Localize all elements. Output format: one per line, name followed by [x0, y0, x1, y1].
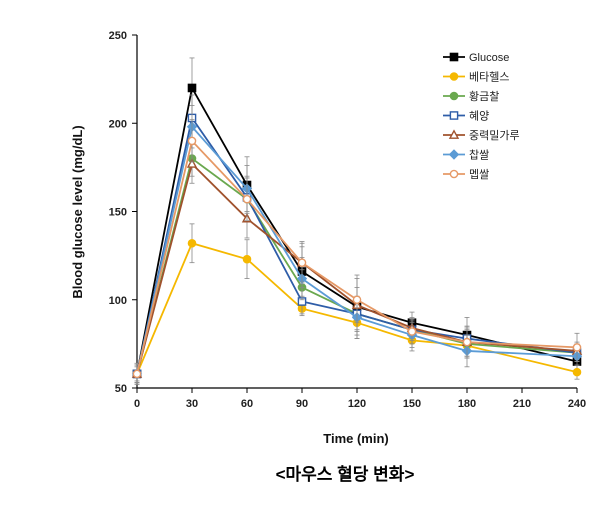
series-line	[136, 115, 578, 375]
x-tick-label: 90	[296, 398, 308, 410]
legend-item: 찹쌀	[443, 149, 489, 162]
data-point	[297, 258, 307, 267]
y-axis-title: Blood glucose level (mg/dL)	[70, 125, 85, 298]
legend-label: 찹쌀	[469, 149, 489, 162]
legend-item: 베타헬스	[443, 71, 509, 84]
data-point	[187, 83, 197, 93]
x-tick-label: 240	[568, 398, 586, 410]
legend-label: 혜양	[469, 110, 489, 123]
series-line	[136, 85, 578, 375]
x-tick-label: 180	[458, 398, 476, 410]
data-point	[242, 194, 252, 204]
x-tick-label: 150	[403, 398, 421, 410]
legend-label: 멥쌀	[469, 168, 489, 181]
series-line	[136, 124, 578, 375]
series-line	[136, 157, 578, 375]
data-point	[407, 327, 417, 336]
legend-swatch-marker	[448, 149, 460, 160]
series-6	[131, 105, 583, 384]
legend-item: 혜양	[443, 110, 489, 123]
legend-label: 베타헬스	[469, 71, 509, 84]
data-point	[462, 337, 472, 347]
data-point	[132, 369, 142, 379]
y-tick-label: 150	[109, 207, 127, 219]
data-point	[572, 343, 582, 352]
x-tick-label: 120	[348, 398, 366, 410]
legend-item: 중력밀가루	[443, 129, 520, 142]
legend-swatch-marker	[448, 129, 460, 139]
data-point	[352, 295, 362, 305]
legend-label: 황금찰	[469, 90, 499, 103]
data-point	[572, 367, 582, 377]
y-tick-label: 100	[109, 295, 127, 307]
y-tick-label: 250	[109, 30, 127, 42]
x-tick-label: 210	[513, 398, 531, 410]
x-tick-label: 30	[186, 398, 198, 410]
data-point	[187, 136, 197, 146]
y-tick-label: 200	[109, 118, 127, 130]
data-point	[186, 158, 198, 168]
data-point	[187, 238, 197, 248]
legend-swatch-marker	[449, 91, 459, 101]
legend-swatch-marker	[449, 169, 459, 179]
legend-swatch-marker	[449, 52, 459, 62]
chart-caption: <마우스 혈당 변화>	[276, 464, 415, 484]
series-line	[136, 139, 578, 375]
series-line	[136, 242, 578, 375]
data-point	[242, 254, 252, 264]
series-line	[136, 162, 578, 375]
legend-item: 황금찰	[443, 90, 499, 103]
legend-item: 멥쌀	[443, 168, 489, 181]
legend-swatch-marker	[449, 72, 459, 81]
x-tick-label: 60	[241, 398, 253, 410]
legend-label: Glucose	[469, 52, 509, 64]
legend-label: 중력밀가루	[469, 129, 520, 142]
legend-item: Glucose	[443, 52, 509, 64]
x-axis-title: Time (min)	[323, 431, 389, 446]
legend-swatch-marker	[449, 111, 459, 120]
series-7	[132, 119, 582, 384]
x-tick-label: 0	[134, 398, 140, 410]
y-tick-label: 50	[115, 383, 127, 395]
